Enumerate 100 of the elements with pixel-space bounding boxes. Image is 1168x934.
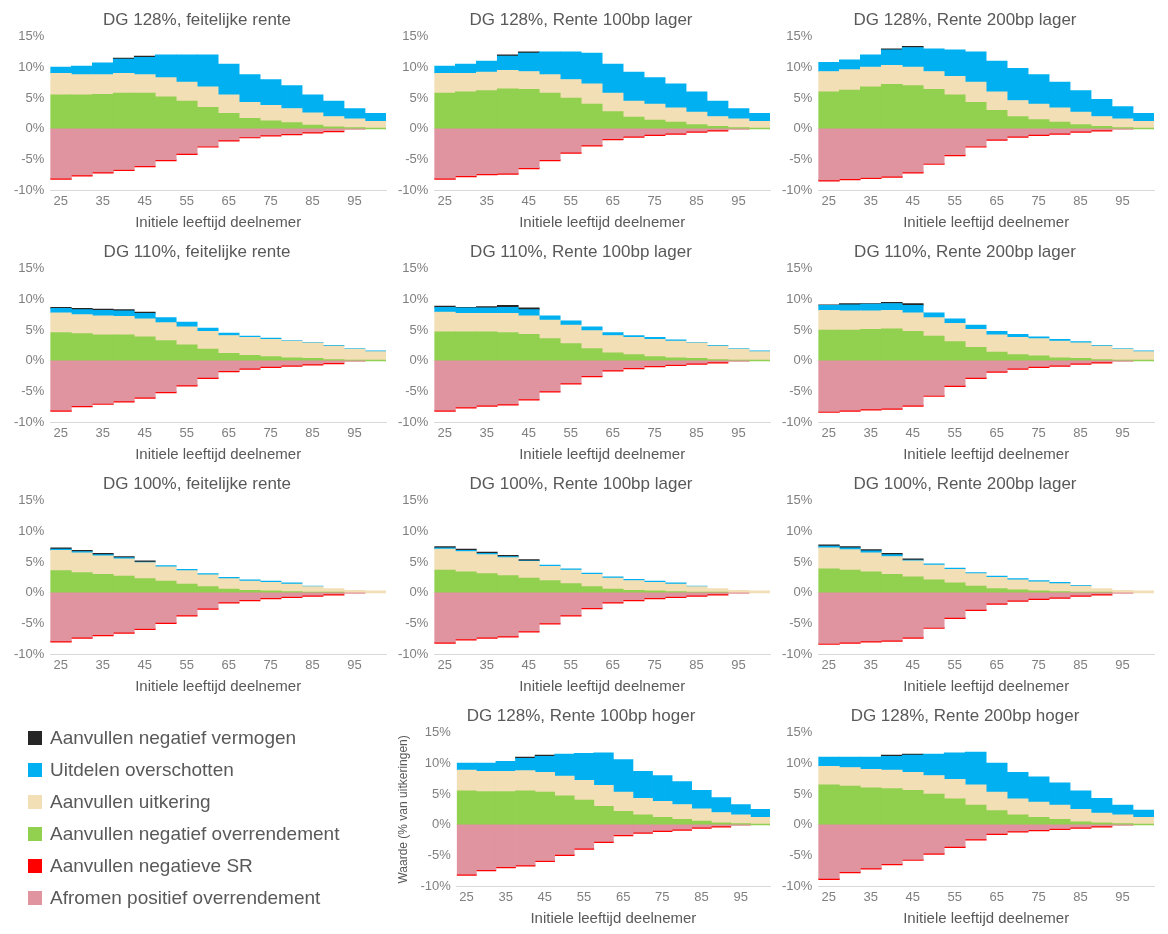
y-tick-label: -5% (789, 383, 813, 399)
y-tick-label: 0% (409, 352, 429, 368)
x-tick-label: 85 (1073, 424, 1088, 440)
y-tick-label: -10% (781, 413, 813, 429)
x-tick-label: 45 (137, 424, 152, 440)
x-tick-label: 75 (647, 656, 662, 672)
chart-title: DG 128%, Rente 200bp hoger (850, 705, 1080, 725)
y-tick-label: 10% (786, 754, 813, 770)
x-tick-label: 65 (989, 656, 1004, 672)
chart-title: DG 128%, feitelijke rente (102, 9, 292, 29)
x-tick-label: 95 (733, 888, 748, 904)
x-tick-label: 25 (437, 192, 453, 208)
y-tick-label: 15% (402, 491, 429, 507)
y-tick-label: -5% (21, 383, 45, 399)
x-tick-label: 35 (479, 656, 495, 672)
x-tick-label: 85 (689, 192, 704, 208)
y-tick-label: 15% (18, 259, 45, 275)
y-tick-label: 15% (18, 491, 45, 507)
y-tick-label: -10% (397, 645, 429, 661)
x-tick-label: 95 (347, 192, 362, 208)
x-tick-label: 65 (605, 424, 620, 440)
chart-title: DG 100%, Rente 200bp lager (853, 473, 1077, 493)
x-tick-label: 75 (655, 888, 670, 904)
y-tick-label: 5% (409, 89, 429, 105)
y-tick-label: 15% (786, 491, 813, 507)
chart-title: DG 110%, feitelijke rente (103, 241, 291, 261)
x-tick-label: 95 (1115, 656, 1130, 672)
x-tick-label: 45 (137, 192, 152, 208)
x-tick-label: 75 (263, 656, 278, 672)
x-axis-title: Initiele leeftijd deelnemer (530, 909, 697, 927)
y-tick-label: 5% (409, 321, 429, 337)
y-tick-label: 5% (25, 553, 45, 569)
y-tick-label: -5% (21, 151, 45, 167)
x-tick-label: 75 (1031, 888, 1046, 904)
y-tick-label: -10% (397, 181, 429, 197)
legend-label: Aanvullen negatieve SR (50, 855, 253, 877)
legend-label: Uitdelen overschotten (50, 759, 234, 781)
x-axis-title: Initiele leeftijd deelnemer (135, 445, 302, 463)
x-axis-title: Initiele leeftijd deelnemer (135, 213, 302, 231)
x-tick-label: 85 (305, 192, 320, 208)
y-tick-label: 0% (409, 584, 429, 600)
x-tick-label: 25 (821, 656, 837, 672)
y-tick-label: 0% (793, 120, 813, 136)
chart-title: DG 128%, Rente 100bp lager (469, 9, 693, 29)
x-tick-label: 35 (863, 424, 879, 440)
x-tick-label: 25 (53, 656, 69, 672)
x-axis-title: Initiele leeftijd deelnemer (903, 213, 1070, 231)
y-tick-label: 0% (431, 816, 452, 832)
x-axis-title: Initiele leeftijd deelnemer (903, 909, 1070, 927)
x-tick-label: 65 (221, 192, 236, 208)
x-tick-label: 95 (347, 656, 362, 672)
y-tick-label: 0% (793, 816, 813, 832)
x-tick-label: 75 (1031, 424, 1046, 440)
x-tick-label: 55 (563, 192, 578, 208)
y-tick-label: 10% (18, 58, 45, 74)
y-tick-label: 5% (409, 553, 429, 569)
y-tick-label: 10% (786, 58, 813, 74)
y-tick-label: 5% (25, 321, 45, 337)
y-tick-label: 15% (786, 259, 813, 275)
x-tick-label: 65 (605, 656, 620, 672)
x-tick-label: 25 (821, 424, 837, 440)
y-axis-title: Waarde (% van uitkeringen) (395, 735, 410, 884)
y-tick-label: 5% (793, 321, 813, 337)
x-tick-label: 45 (905, 656, 920, 672)
x-axis-title: Initiele leeftijd deelnemer (135, 677, 302, 695)
x-tick-label: 85 (1073, 192, 1088, 208)
y-tick-label: 5% (793, 89, 813, 105)
x-axis-title: Initiele leeftijd deelnemer (519, 213, 686, 231)
x-tick-label: 45 (521, 656, 536, 672)
x-tick-label: 75 (1031, 192, 1046, 208)
y-tick-label: -5% (789, 847, 813, 863)
x-tick-label: 75 (1031, 656, 1046, 672)
y-tick-label: 5% (431, 785, 452, 801)
y-tick-label: 10% (402, 522, 429, 538)
x-tick-label: 95 (1115, 192, 1130, 208)
x-tick-label: 25 (821, 888, 837, 904)
x-tick-label: 85 (1073, 888, 1088, 904)
x-tick-label: 45 (537, 888, 553, 904)
x-axis-title: Initiele leeftijd deelnemer (903, 677, 1070, 695)
x-axis-title: Initiele leeftijd deelnemer (519, 677, 686, 695)
y-tick-label: -10% (781, 181, 813, 197)
y-tick-label: 0% (25, 584, 45, 600)
y-tick-label: -5% (405, 383, 429, 399)
y-tick-label: -5% (405, 151, 429, 167)
y-tick-label: -5% (21, 615, 45, 631)
y-tick-label: -10% (13, 645, 45, 661)
x-tick-label: 35 (863, 888, 879, 904)
x-tick-label: 35 (95, 192, 111, 208)
y-tick-label: 15% (402, 27, 429, 43)
x-tick-label: 65 (989, 888, 1004, 904)
x-tick-label: 65 (615, 888, 631, 904)
x-tick-label: 75 (263, 424, 278, 440)
y-tick-label: -10% (420, 877, 452, 893)
y-tick-label: -5% (405, 615, 429, 631)
y-tick-label: 10% (786, 290, 813, 306)
y-tick-label: 0% (793, 352, 813, 368)
x-tick-label: 45 (521, 192, 536, 208)
x-tick-label: 35 (95, 656, 111, 672)
y-tick-label: 5% (793, 785, 813, 801)
x-tick-label: 25 (821, 192, 837, 208)
